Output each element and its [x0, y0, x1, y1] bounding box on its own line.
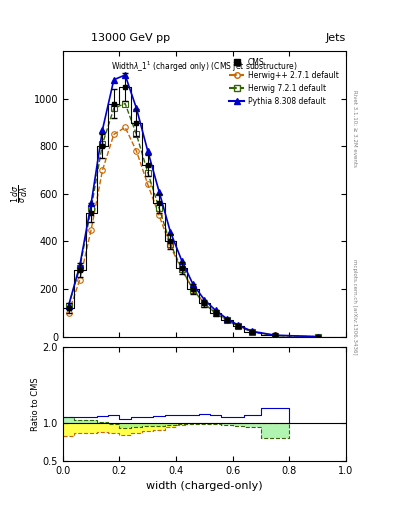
Pythia 8.308 default: [250, 328, 255, 334]
Line: Pythia 8.308 default: Pythia 8.308 default: [66, 72, 320, 339]
Herwig++ 2.7.1 default: [123, 124, 127, 131]
Herwig 7.2.1 default: [123, 100, 127, 106]
Herwig 7.2.1 default: [77, 265, 82, 271]
Herwig 7.2.1 default: [168, 241, 173, 247]
Herwig 7.2.1 default: [225, 317, 230, 324]
Pythia 8.308 default: [145, 148, 150, 154]
Herwig 7.2.1 default: [250, 329, 255, 335]
Herwig 7.2.1 default: [273, 333, 277, 339]
Text: Jets: Jets: [325, 33, 346, 44]
Herwig++ 2.7.1 default: [236, 323, 241, 329]
Pythia 8.308 default: [236, 322, 241, 328]
Line: Herwig 7.2.1 default: Herwig 7.2.1 default: [66, 101, 320, 339]
Pythia 8.308 default: [179, 258, 184, 264]
Pythia 8.308 default: [100, 126, 105, 133]
Herwig++ 2.7.1 default: [77, 276, 82, 283]
Y-axis label: Ratio to CMS: Ratio to CMS: [31, 377, 40, 431]
Herwig++ 2.7.1 default: [89, 226, 94, 232]
Herwig++ 2.7.1 default: [134, 148, 139, 154]
Herwig++ 2.7.1 default: [250, 329, 255, 335]
Herwig++ 2.7.1 default: [213, 310, 218, 316]
Herwig++ 2.7.1 default: [202, 300, 207, 306]
Line: Herwig++ 2.7.1 default: Herwig++ 2.7.1 default: [66, 124, 320, 339]
Herwig 7.2.1 default: [112, 105, 116, 111]
Herwig 7.2.1 default: [315, 333, 320, 339]
Herwig 7.2.1 default: [66, 303, 71, 309]
Herwig++ 2.7.1 default: [273, 332, 277, 338]
Pythia 8.308 default: [123, 72, 127, 78]
Herwig 7.2.1 default: [202, 301, 207, 307]
Text: 13000 GeV pp: 13000 GeV pp: [91, 33, 170, 44]
Herwig 7.2.1 default: [213, 310, 218, 316]
Herwig 7.2.1 default: [157, 205, 162, 211]
Pythia 8.308 default: [157, 188, 162, 195]
Pythia 8.308 default: [213, 307, 218, 313]
Herwig++ 2.7.1 default: [179, 267, 184, 273]
Pythia 8.308 default: [225, 316, 230, 322]
Herwig++ 2.7.1 default: [145, 181, 150, 187]
Text: Width$\lambda\_1^1$ (charged only) (CMS jet substructure): Width$\lambda\_1^1$ (charged only) (CMS …: [111, 60, 298, 74]
Herwig 7.2.1 default: [145, 169, 150, 176]
Pythia 8.308 default: [273, 332, 277, 338]
Herwig++ 2.7.1 default: [225, 317, 230, 323]
Herwig++ 2.7.1 default: [112, 132, 116, 138]
Text: mcplots.cern.ch [arXiv:1306.3436]: mcplots.cern.ch [arXiv:1306.3436]: [352, 260, 357, 355]
Herwig 7.2.1 default: [89, 205, 94, 211]
Herwig 7.2.1 default: [179, 266, 184, 272]
Herwig++ 2.7.1 default: [315, 333, 320, 339]
Pythia 8.308 default: [315, 333, 320, 339]
Herwig 7.2.1 default: [100, 141, 105, 147]
X-axis label: width (charged-only): width (charged-only): [146, 481, 263, 491]
Y-axis label: $\frac{1}{\sigma}\frac{d\sigma}{d\lambda}$: $\frac{1}{\sigma}\frac{d\sigma}{d\lambda…: [9, 185, 31, 203]
Herwig++ 2.7.1 default: [168, 243, 173, 249]
Herwig 7.2.1 default: [134, 132, 139, 138]
Herwig 7.2.1 default: [191, 287, 195, 293]
Pythia 8.308 default: [202, 296, 207, 303]
Text: Rivet 3.1.10; ≥ 3.2M events: Rivet 3.1.10; ≥ 3.2M events: [352, 90, 357, 166]
Legend: CMS, Herwig++ 2.7.1 default, Herwig 7.2.1 default, Pythia 8.308 default: CMS, Herwig++ 2.7.1 default, Herwig 7.2.…: [226, 55, 342, 109]
Herwig++ 2.7.1 default: [157, 212, 162, 219]
Herwig 7.2.1 default: [236, 324, 241, 330]
Pythia 8.308 default: [66, 303, 71, 309]
Herwig++ 2.7.1 default: [66, 310, 71, 316]
Herwig++ 2.7.1 default: [100, 167, 105, 173]
Pythia 8.308 default: [134, 105, 139, 111]
Herwig++ 2.7.1 default: [191, 286, 195, 292]
Pythia 8.308 default: [112, 77, 116, 83]
Pythia 8.308 default: [77, 262, 82, 268]
Pythia 8.308 default: [89, 200, 94, 206]
Pythia 8.308 default: [191, 281, 195, 287]
Pythia 8.308 default: [168, 229, 173, 235]
